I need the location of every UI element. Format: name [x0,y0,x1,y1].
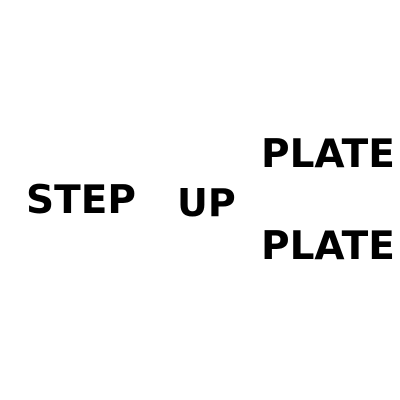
word-plate-top: PLATE [261,132,395,177]
word-step: STEP [26,178,136,223]
word-plate-bottom: PLATE [261,224,395,269]
word-up: UP [177,181,236,225]
